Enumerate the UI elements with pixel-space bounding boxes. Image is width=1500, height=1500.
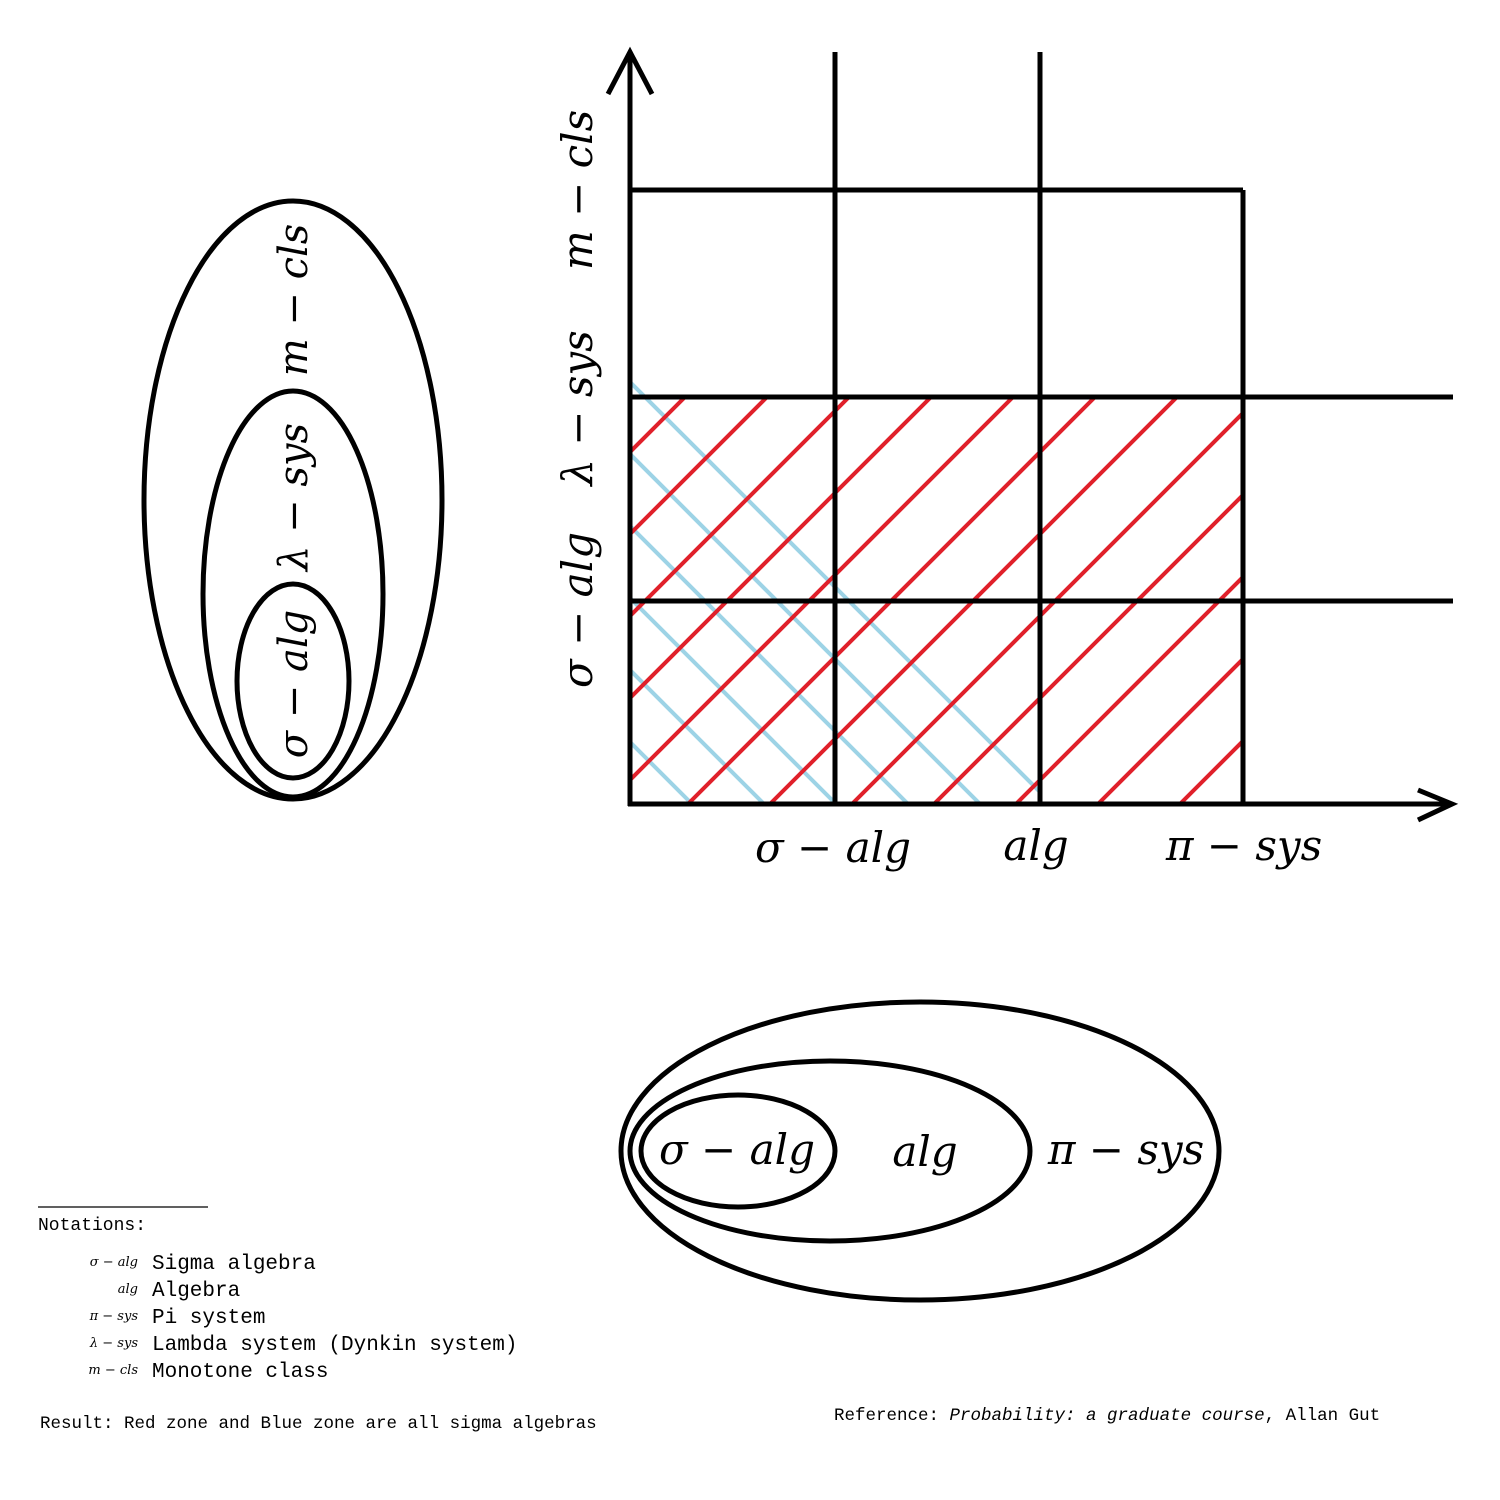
notation-text-lambda-sys: Lambda system (Dynkin system)	[152, 1334, 517, 1357]
blue-hatch-line	[600, 1288, 1100, 1500]
red-hatch-line	[931, 492, 1243, 804]
red-hatch-line	[1177, 738, 1243, 804]
blue-zone-hatch	[600, 379, 1100, 1500]
blue-hatch-line	[600, 928, 1100, 1428]
y-label-lambda-sys: λ − sys	[553, 330, 602, 487]
notations-heading: Notations:	[38, 1216, 146, 1236]
bottom-middle-label: alg	[892, 1127, 957, 1176]
x-label-pi-sys: π − sys	[1165, 821, 1322, 870]
left-outer-label: m − cls	[271, 224, 317, 377]
notation-text-sigma-alg: Sigma algebra	[152, 1253, 316, 1276]
bottom-inner-label: σ − alg	[659, 1125, 815, 1174]
notation-text-m-cls: Monotone class	[152, 1361, 328, 1384]
bottom-nested-diagram: σ − alg alg π − sys	[618, 999, 1222, 1303]
blue-hatch-line	[630, 667, 767, 804]
reference-suffix: , Allan Gut	[1265, 1406, 1381, 1426]
x-axis-arrowhead	[1416, 787, 1459, 823]
red-hatch-line	[630, 397, 770, 537]
pi-sys-ellipse	[618, 999, 1222, 1303]
grid-lines	[630, 52, 1453, 804]
bottom-outer-label: π − sys	[1047, 1125, 1204, 1174]
left-middle-label: λ − sys	[271, 423, 317, 573]
grid-diagram: σ − alg alg π − sys σ − alg λ − sys m − …	[553, 0, 1459, 1500]
red-hatch-line	[1095, 656, 1243, 804]
y-label-m-cls: m − cls	[553, 110, 602, 270]
red-hatch-line	[1013, 574, 1243, 804]
x-label-sigma-alg: σ − alg	[755, 823, 911, 872]
bottom-sigma-alg-ellipse	[638, 1092, 838, 1210]
lambda-sys-ellipse	[200, 388, 386, 800]
red-hatch-line	[630, 397, 1016, 783]
blue-hatch-line	[630, 739, 695, 804]
y-axis-arrowhead	[605, 46, 655, 96]
red-zone-hatch	[600, 0, 1300, 804]
reference-text: Reference: Probability: a graduate cours…	[834, 1406, 1380, 1426]
red-hatch-line	[767, 397, 1180, 804]
notation-symbol-pi-sys: π − sys	[89, 1309, 139, 1324]
left-inner-label: σ − alg	[271, 610, 317, 759]
notation-symbol-alg: alg	[118, 1282, 138, 1297]
red-hatch-line	[630, 397, 688, 455]
notation-text-alg: Algebra	[152, 1280, 240, 1303]
left-nested-diagram: m − cls λ − sys σ − alg	[141, 198, 445, 802]
y-label-sigma-alg: σ − alg	[553, 532, 602, 688]
notation-symbol-sigma-alg: σ − alg	[90, 1255, 138, 1270]
red-hatch-line	[849, 410, 1243, 804]
alg-ellipse	[627, 1058, 1033, 1244]
red-hatch-line	[600, 0, 1300, 400]
axes	[605, 46, 1459, 823]
notations-panel: Notations: σ − alg Sigma algebra alg Alg…	[38, 1206, 517, 1384]
blue-hatch-line	[630, 451, 983, 804]
notation-text-pi-sys: Pi system	[152, 1307, 265, 1330]
red-hatch-line	[630, 397, 852, 619]
notation-symbol-m-cls: m − cls	[88, 1363, 138, 1378]
blue-hatch-line	[600, 1216, 1100, 1500]
reference-title: Probability: a graduate course	[950, 1406, 1265, 1426]
notation-symbol-lambda-sys: λ − sys	[89, 1336, 138, 1351]
red-hatch-line	[685, 397, 1098, 804]
blue-hatch-line	[600, 1360, 1100, 1500]
blue-hatch-line	[600, 1144, 1100, 1500]
reference-prefix: Reference:	[834, 1406, 950, 1426]
blue-hatch-line	[630, 595, 839, 804]
x-label-alg: alg	[1003, 821, 1068, 870]
sigma-alg-ellipse	[234, 581, 352, 781]
blue-hatch-line	[630, 523, 911, 804]
result-text: Result: Red zone and Blue zone are all s…	[40, 1414, 597, 1434]
red-hatch-line	[630, 397, 934, 701]
